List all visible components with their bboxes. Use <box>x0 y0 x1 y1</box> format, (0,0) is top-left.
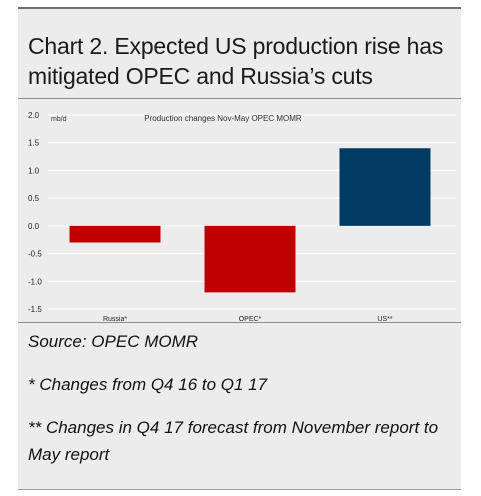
y-tick-label: -0.5 <box>28 250 42 259</box>
chart-panel: Chart 2. Expected US production rise has… <box>18 7 461 490</box>
bar-chart: 2.0 1.5 1.0 0.5 0.0 -0.5 -1.0 -1.5 Russia* OPEC*… <box>28 111 456 322</box>
source-note: Source: OPEC MOMR <box>28 332 199 351</box>
bars <box>69 148 431 293</box>
footnote-2: ** Changes in Q4 17 forecast from Novemb… <box>28 418 439 464</box>
y-axis-unit: mb/d <box>51 116 67 123</box>
y-tick-label: -1.0 <box>28 277 42 286</box>
y-tick-label: 1.0 <box>28 166 40 175</box>
y-tick-label: 2.0 <box>28 111 40 120</box>
divider-top <box>18 98 461 99</box>
footnote-1: * Changes from Q4 16 to Q1 17 <box>28 375 268 394</box>
bar-opec <box>204 225 296 293</box>
y-axis-ticks: 2.0 1.5 1.0 0.5 0.0 -0.5 -1.0 -1.5 <box>28 111 42 314</box>
x-axis-labels: Russia* OPEC* US** <box>103 316 393 322</box>
chart-title: Chart 2. Expected US production rise has… <box>28 33 444 89</box>
y-tick-label: 0.0 <box>28 222 40 231</box>
x-tick-label: US** <box>377 316 392 322</box>
y-tick-label: -1.5 <box>28 305 42 314</box>
y-tick-label: 0.5 <box>28 194 40 203</box>
x-tick-label: Russia* <box>103 316 127 322</box>
chart-subtitle: Production changes Nov-May OPEC MOMR <box>144 114 302 123</box>
y-tick-label: 1.5 <box>28 139 40 148</box>
bar-russia <box>69 225 161 243</box>
x-tick-label: OPEC* <box>239 316 262 322</box>
bar-us <box>339 148 431 226</box>
divider-bottom <box>18 322 461 323</box>
